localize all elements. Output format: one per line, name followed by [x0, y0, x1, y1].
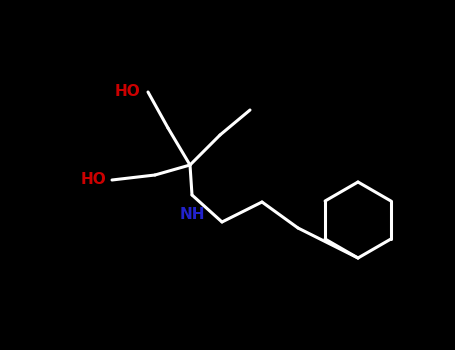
Text: NH: NH — [179, 207, 205, 222]
Text: HO: HO — [114, 84, 140, 99]
Text: HO: HO — [80, 173, 106, 188]
